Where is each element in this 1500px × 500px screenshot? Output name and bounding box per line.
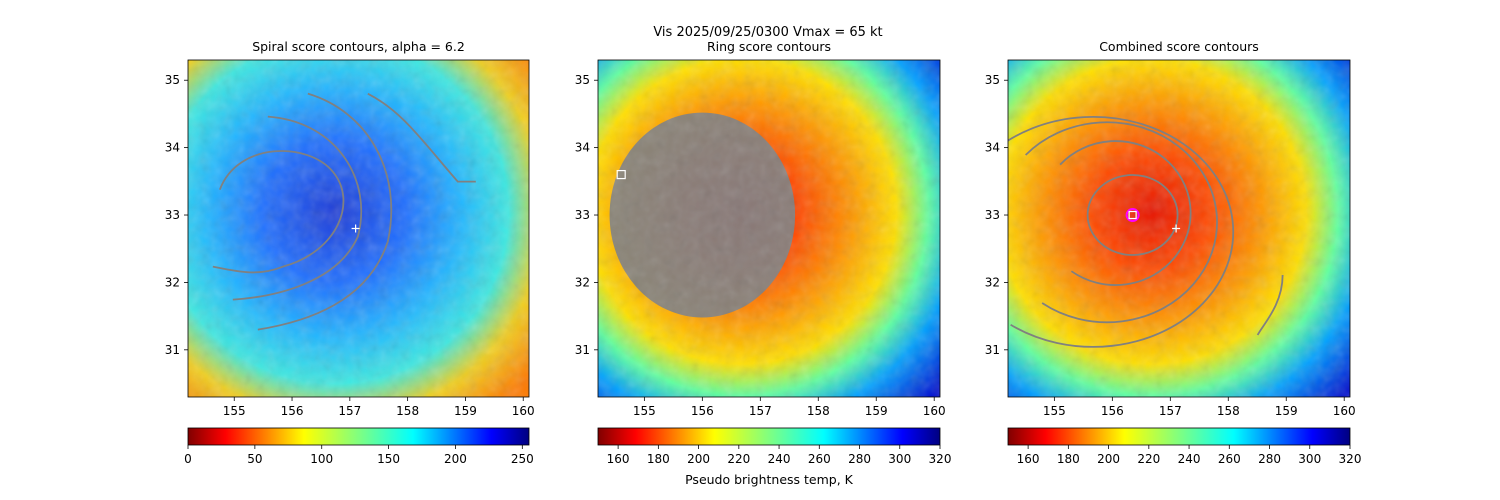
- colorbar-tick-label: 300: [1298, 452, 1321, 466]
- x-tick-label: 155: [633, 404, 656, 418]
- y-tick-label: 31: [165, 343, 180, 357]
- colorbar-tick-label: 0: [184, 452, 192, 466]
- spiral-contour: [367, 92, 476, 183]
- x-tick-label: 155: [1043, 404, 1066, 418]
- spiral-contour: [232, 115, 363, 301]
- satellite-image: [598, 60, 940, 397]
- y-tick-label: 31: [985, 343, 1000, 357]
- y-tick-label: 32: [985, 275, 1000, 289]
- x-tick-label: 160: [512, 404, 535, 418]
- combined-contour: [1256, 275, 1284, 336]
- colorbar-tick-label: 160: [607, 452, 630, 466]
- colorbar-tick-label: 250: [511, 452, 534, 466]
- x-tick-label: 156: [1101, 404, 1124, 418]
- colorbar: [597, 427, 941, 446]
- colorbar-tick-label: 180: [647, 452, 670, 466]
- y-tick-label: 32: [165, 275, 180, 289]
- y-tick-label: 33: [985, 208, 1000, 222]
- colorbar-tick-label: 180: [1057, 452, 1080, 466]
- figure-suptitle: Vis 2025/09/25/0300 Vmax = 65 kt: [653, 25, 882, 40]
- x-tick-label: 156: [691, 404, 714, 418]
- axes-frame: [187, 59, 530, 398]
- x-tick-label: 157: [338, 404, 361, 418]
- axes-frame: [597, 59, 941, 398]
- colorbar-label: Pseudo brightness temp, K: [685, 472, 854, 487]
- panel-title: Combined score contours: [1099, 39, 1259, 54]
- x-tick-label: 155: [223, 404, 246, 418]
- x-tick-label: 159: [454, 404, 477, 418]
- x-tick-label: 159: [865, 404, 888, 418]
- colorbar-tick-label: 220: [727, 452, 750, 466]
- y-tick-label: 35: [575, 73, 590, 87]
- colorbar-tick-label: 280: [1258, 452, 1281, 466]
- y-tick-label: 34: [575, 141, 590, 155]
- combined-contour: [1024, 121, 1218, 324]
- colorbar-tick-label: 220: [1137, 452, 1160, 466]
- forecast-center-marker: [1172, 224, 1181, 233]
- colorbar: [187, 427, 530, 446]
- x-tick-label: 157: [1159, 404, 1182, 418]
- x-tick-label: 159: [1275, 404, 1298, 418]
- combined-contour: [1086, 174, 1179, 256]
- colorbar-tick-label: 150: [377, 452, 400, 466]
- colorbar-tick-label: 240: [1178, 452, 1201, 466]
- panel-title: Spiral score contours, alpha = 6.2: [252, 39, 465, 54]
- colorbar-tick-label: 320: [929, 452, 952, 466]
- x-tick-label: 157: [749, 404, 772, 418]
- colorbar-tick-label: 320: [1339, 452, 1362, 466]
- combined-contour: [1008, 115, 1235, 348]
- forecast-center-marker: [351, 224, 360, 233]
- x-tick-label: 156: [281, 404, 304, 418]
- panel-3: Combined score contours 155 156 157 158 159 16…: [985, 39, 1362, 466]
- colorbar-tick-label: 240: [768, 452, 791, 466]
- axes-frame: [1007, 59, 1351, 398]
- x-tick-label: 158: [807, 404, 830, 418]
- colorbar-tick-label: 160: [1017, 452, 1040, 466]
- y-tick-label: 33: [165, 208, 180, 222]
- colorbar-tick-label: 200: [444, 452, 467, 466]
- y-tick-label: 32: [575, 275, 590, 289]
- y-tick-label: 31: [575, 343, 590, 357]
- best-center-ring-marker: [1125, 208, 1140, 223]
- panel-title: Ring score contours: [707, 39, 831, 54]
- colorbar-tick-label: 260: [1218, 452, 1241, 466]
- panel-1: Spiral score contours, alpha = 6.2 155 156…: [165, 39, 535, 466]
- x-tick-label: 158: [396, 404, 419, 418]
- colorbar-tick-label: 200: [687, 452, 710, 466]
- colorbar-tick-label: 260: [808, 452, 831, 466]
- y-tick-label: 33: [575, 208, 590, 222]
- x-tick-label: 160: [1333, 404, 1356, 418]
- colorbar-tick-label: 280: [848, 452, 871, 466]
- y-tick-label: 35: [985, 73, 1000, 87]
- spiral-contour: [212, 150, 345, 274]
- panel-2: Ring score contours 155 156 157 158 159 160 31 3…: [575, 39, 952, 487]
- satellite-image: [1008, 60, 1350, 397]
- y-tick-label: 34: [985, 141, 1000, 155]
- y-tick-label: 35: [165, 73, 180, 87]
- colorbar-tick-label: 200: [1097, 452, 1120, 466]
- y-tick-label: 34: [165, 141, 180, 155]
- best-center-square-marker: [1128, 210, 1137, 220]
- colorbar-tick-label: 300: [888, 452, 911, 466]
- x-tick-label: 158: [1217, 404, 1240, 418]
- colorbar-tick-label: 100: [310, 452, 333, 466]
- ring-center-marker: [616, 169, 626, 180]
- x-tick-label: 160: [923, 404, 946, 418]
- colorbar-tick-label: 50: [247, 452, 262, 466]
- colorbar: [1007, 427, 1351, 446]
- spiral-contour: [257, 92, 393, 331]
- combined-contour: [1059, 140, 1192, 286]
